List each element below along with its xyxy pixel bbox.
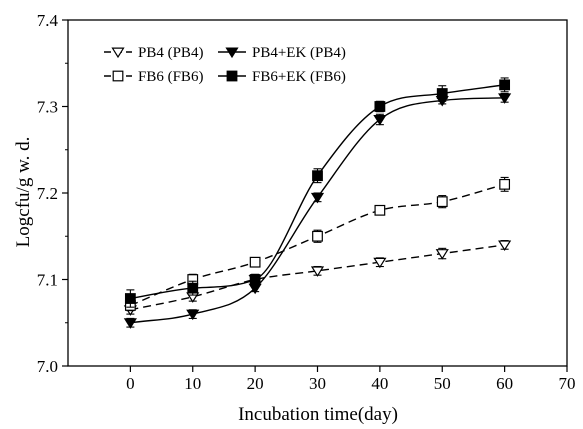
x-tick-label: 70 [559, 374, 576, 393]
data-point-fb6-fb6 [436, 196, 448, 208]
data-point-pb4-pb4 [435, 249, 449, 260]
y-tick-label: 7.2 [37, 184, 58, 203]
data-point-fb6-ek-fb6 [249, 274, 261, 285]
data-point-fb6-fb6 [499, 178, 511, 190]
data-point-fb6-ek-fb6 [499, 79, 511, 91]
data-point-fb6-ek-fb6 [187, 282, 199, 294]
legend-marker [111, 47, 125, 59]
legend-label: FB6 (FB6) [138, 69, 203, 85]
x-tick-label: 0 [126, 374, 135, 393]
data-point-fb6-ek-fb6 [436, 88, 448, 99]
x-tick-label: 40 [371, 374, 388, 393]
data-point-pb4-pb4 [310, 266, 325, 277]
legend-label: FB6+EK (FB6) [252, 69, 346, 85]
x-tick-label: 60 [496, 374, 513, 393]
legend-entry-fb6-fb6: FB6 (FB6) [104, 69, 203, 85]
data-point-pb4-ek-pb4 [186, 309, 200, 321]
x-tick-label: 20 [247, 374, 264, 393]
legend-marker [112, 70, 124, 82]
series-fb6-ek-fb6 [124, 77, 511, 308]
axes: 0 10 20 30 40 50 60 70 7.0 7.1 7.2 7.3 7.4 [37, 11, 576, 393]
x-tick-label: 30 [309, 374, 326, 393]
legend-entry-pb4-pb4: PB4 (PB4) [104, 45, 203, 61]
data-point-pb4-ek-pb4 [498, 93, 512, 104]
y-tick-label: 7.4 [37, 11, 59, 30]
data-point-pb4-ek-pb4 [373, 115, 387, 126]
y-tick-label: 7.3 [37, 98, 58, 117]
data-point-fb6-fb6 [374, 204, 386, 216]
legend-marker [226, 70, 238, 82]
data-point-pb4-ek-pb4 [123, 318, 137, 329]
data-point-fb6-ek-fb6 [312, 170, 323, 182]
legend-marker [225, 47, 239, 59]
series-pb4-pb4 [123, 240, 512, 316]
series-line-pb4-pb4 [130, 244, 505, 311]
data-point-pb4-pb4 [498, 240, 512, 251]
legend-entry-pb4-ek-pb4: PB4+EK (PB4) [218, 45, 346, 61]
y-tick-label: 7.0 [37, 357, 58, 376]
data-point-fb6-ek-fb6 [374, 101, 386, 112]
legend-label: PB4+EK (PB4) [252, 45, 346, 61]
data-point-pb4-pb4 [373, 257, 387, 269]
x-axis-title: Incubation time(day) [238, 404, 398, 425]
data-point-fb6-fb6 [312, 230, 323, 242]
x-tick-label: 50 [434, 374, 451, 393]
legend: PB4 (PB4) PB4+EK (PB4) FB6 (FB6) FB6+EK (FB… [104, 45, 346, 85]
legend-entry-fb6-ek-fb6: FB6+EK (FB6) [218, 69, 346, 85]
legend-label: PB4 (PB4) [138, 45, 203, 61]
y-axis-title: Logcfu/g w. d. [13, 137, 34, 248]
x-tick-label: 10 [184, 374, 201, 393]
data-point-fb6-ek-fb6 [124, 293, 136, 304]
series-pb4-ek-pb4 [123, 92, 512, 329]
data-point-pb4-ek-pb4 [310, 192, 325, 204]
data-point-fb6-fb6 [249, 256, 261, 268]
series-layer [123, 77, 512, 329]
y-tick-label: 7.1 [37, 271, 58, 290]
